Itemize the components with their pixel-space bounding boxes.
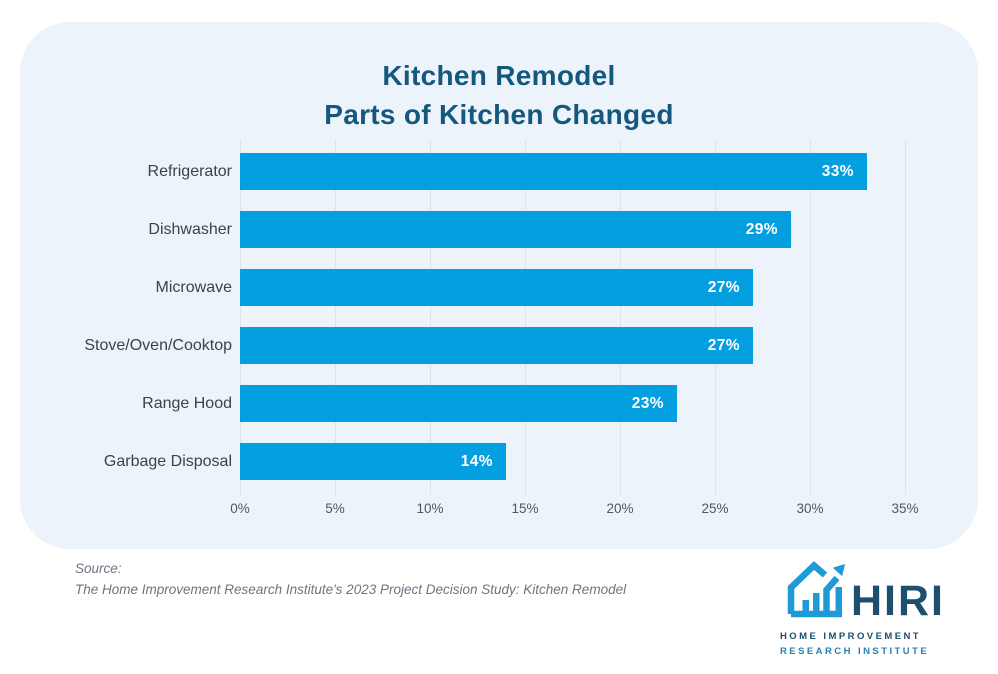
gridline <box>715 140 716 495</box>
bar-row: Dishwasher 29% <box>148 211 940 248</box>
value-label: 29% <box>745 221 778 238</box>
chart-title: Kitchen Remodel Parts of Kitchen Changed <box>20 56 978 134</box>
source-text: The Home Improvement Research Institute'… <box>75 582 627 597</box>
bar-row: Garbage Disposal 14% <box>104 443 940 480</box>
bar: 23% <box>240 385 677 422</box>
gridline <box>620 140 621 495</box>
logo-tagline: HOME IMPROVEMENT RESEARCH INSTITUTE <box>780 629 985 659</box>
chart-card: Kitchen Remodel Parts of Kitchen Changed… <box>20 22 978 549</box>
category-label: Stove/Oven/Cooktop <box>84 337 232 354</box>
bar: 27% <box>240 269 753 306</box>
bar: 33% <box>240 153 867 190</box>
bar-row: Microwave 27% <box>156 269 940 306</box>
chart-title-line1: Kitchen Remodel <box>382 60 616 91</box>
gridline <box>335 140 336 495</box>
logo-tagline-line1: HOME IMPROVEMENT <box>780 631 922 642</box>
x-tick-label: 20% <box>606 501 634 516</box>
source-note: Source: The Home Improvement Research In… <box>75 558 626 600</box>
category-label: Microwave <box>155 279 232 296</box>
x-tick-label: 35% <box>891 501 919 516</box>
x-tick-label: 10% <box>416 501 444 516</box>
bar-row: Range Hood 23% <box>142 385 940 422</box>
gridline <box>430 140 431 495</box>
house-growth-arrow-icon <box>780 556 846 624</box>
x-tick-label: 25% <box>701 501 729 516</box>
gridline <box>240 140 241 495</box>
value-label: 14% <box>460 453 493 470</box>
value-label: 23% <box>631 395 664 412</box>
gridline <box>525 140 526 495</box>
gridline <box>905 140 906 495</box>
category-label: Dishwasher <box>148 221 232 238</box>
x-tick-label: 30% <box>796 501 824 516</box>
bar-row: Stove/Oven/Cooktop 27% <box>84 327 940 364</box>
value-label: 33% <box>821 163 854 180</box>
value-label: 27% <box>707 279 740 296</box>
x-axis: 0% 5% 10% 15% 20% 25% 30% 35% <box>230 501 940 521</box>
category-label: Refrigerator <box>147 163 232 180</box>
category-label: Range Hood <box>142 395 232 412</box>
x-tick-label: 0% <box>230 501 250 516</box>
source-label: Source: <box>75 561 122 576</box>
bar: 14% <box>240 443 506 480</box>
logo-tagline-line2: RESEARCH INSTITUTE <box>780 646 930 657</box>
hiri-logo: HIRI HOME IMPROVEMENT RESEARCH INSTITUTE <box>780 556 985 659</box>
x-tick-label: 15% <box>511 501 539 516</box>
category-label: Garbage Disposal <box>103 453 232 470</box>
x-tick-label: 5% <box>325 501 345 516</box>
plot-area: Refrigerator 33% Dishwasher 29% Microwave 27%… <box>84 140 940 495</box>
value-label: 27% <box>707 337 740 354</box>
bar: 27% <box>240 327 753 364</box>
gridline <box>810 140 811 495</box>
bar-row: Refrigerator 33% <box>148 153 940 190</box>
bar: 29% <box>240 211 791 248</box>
logo-wordmark: HIRI <box>851 577 945 625</box>
chart-title-line2: Parts of Kitchen Changed <box>324 99 674 130</box>
